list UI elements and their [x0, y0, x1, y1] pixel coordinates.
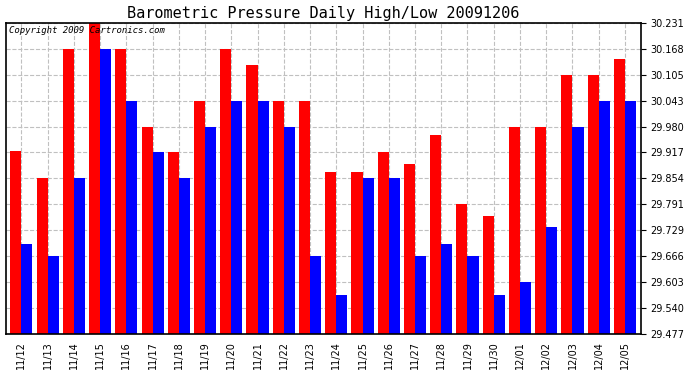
- Bar: [168, 153, 179, 334]
- Bar: [351, 172, 362, 334]
- Bar: [625, 100, 636, 334]
- Bar: [457, 204, 468, 334]
- Bar: [205, 126, 216, 334]
- Bar: [152, 153, 164, 334]
- Bar: [48, 256, 59, 334]
- Bar: [115, 49, 126, 334]
- Bar: [37, 178, 48, 334]
- Bar: [10, 151, 21, 334]
- Bar: [415, 256, 426, 334]
- Bar: [388, 178, 400, 334]
- Bar: [231, 100, 242, 334]
- Bar: [74, 178, 85, 334]
- Bar: [562, 75, 573, 334]
- Bar: [273, 100, 284, 334]
- Bar: [126, 100, 137, 334]
- Text: Copyright 2009 Cartronics.com: Copyright 2009 Cartronics.com: [9, 26, 165, 35]
- Bar: [599, 100, 610, 334]
- Bar: [377, 153, 388, 334]
- Bar: [441, 244, 452, 334]
- Bar: [336, 296, 347, 334]
- Bar: [404, 164, 415, 334]
- Bar: [63, 49, 74, 334]
- Bar: [89, 23, 100, 334]
- Bar: [284, 126, 295, 334]
- Bar: [194, 100, 205, 334]
- Bar: [535, 126, 546, 334]
- Bar: [588, 75, 599, 334]
- Bar: [431, 135, 441, 334]
- Bar: [179, 178, 190, 334]
- Bar: [362, 178, 373, 334]
- Bar: [573, 126, 584, 334]
- Bar: [468, 256, 479, 334]
- Bar: [100, 49, 111, 334]
- Bar: [494, 295, 505, 334]
- Bar: [483, 216, 494, 334]
- Bar: [509, 126, 520, 334]
- Bar: [246, 65, 257, 334]
- Title: Barometric Pressure Daily High/Low 20091206: Barometric Pressure Daily High/Low 20091…: [127, 6, 520, 21]
- Bar: [141, 126, 152, 334]
- Bar: [257, 100, 268, 334]
- Bar: [310, 256, 321, 334]
- Bar: [325, 172, 336, 334]
- Bar: [220, 49, 231, 334]
- Bar: [546, 228, 558, 334]
- Bar: [520, 282, 531, 334]
- Bar: [299, 100, 310, 334]
- Bar: [21, 244, 32, 334]
- Bar: [614, 58, 625, 334]
